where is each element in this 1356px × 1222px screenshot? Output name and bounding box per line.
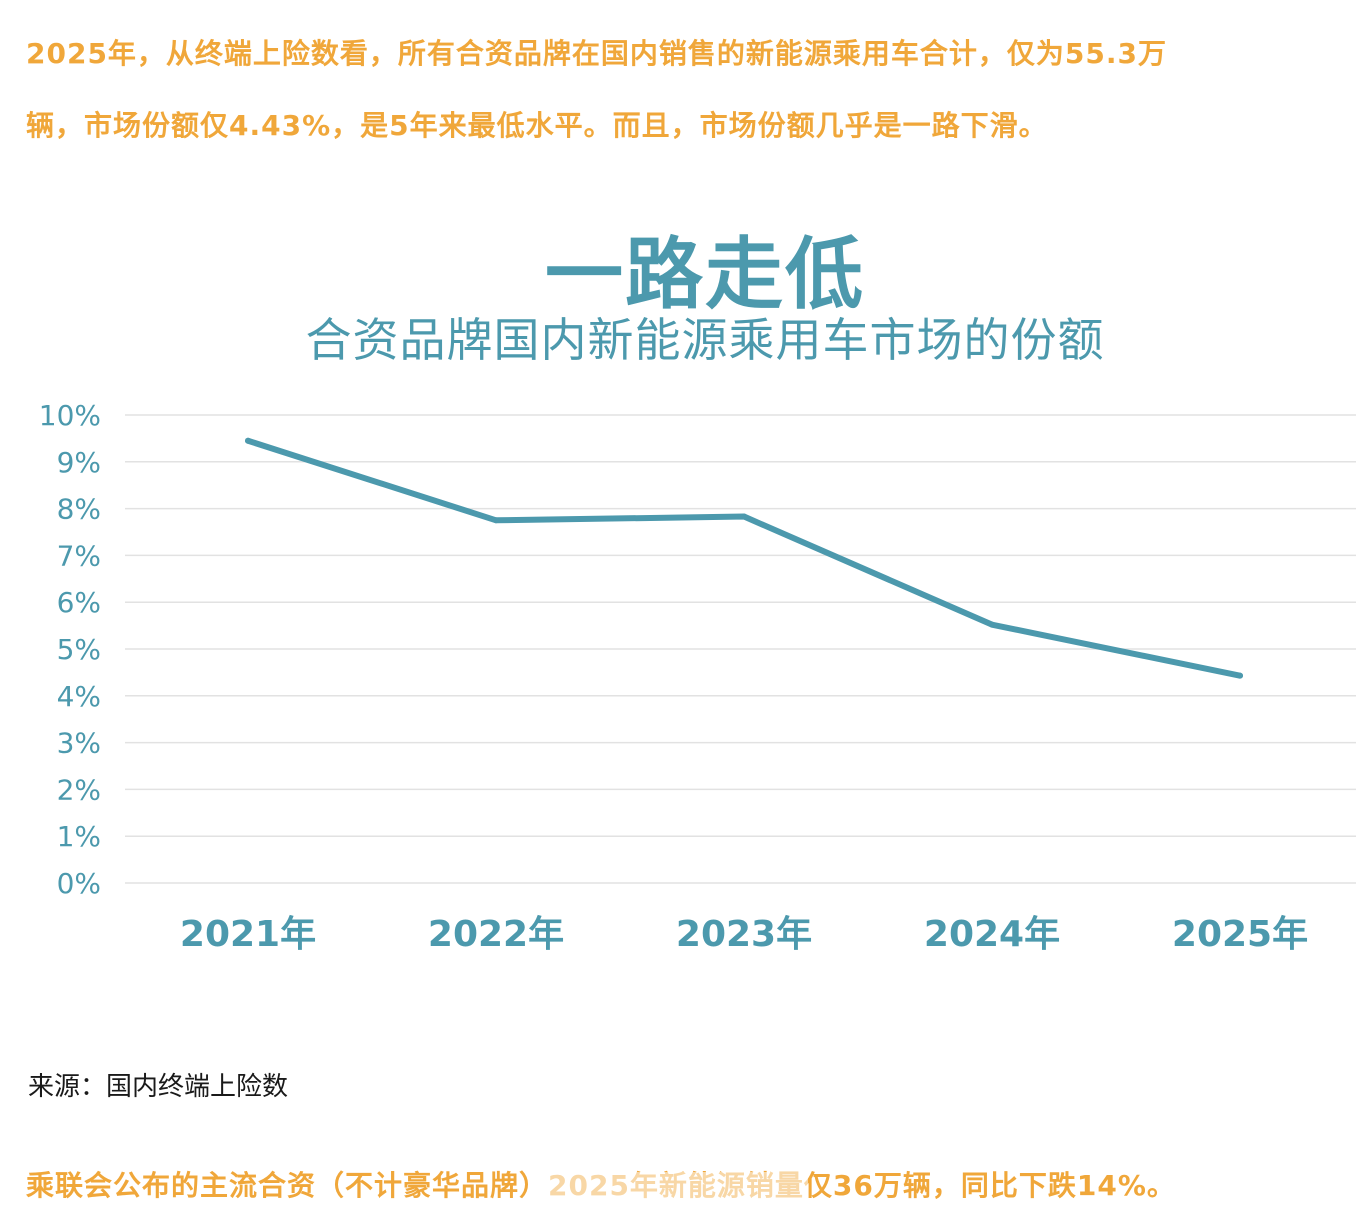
x-tick-label: 2025年 <box>1172 914 1308 955</box>
x-tick-label: 2021年 <box>180 914 316 955</box>
y-tick-label: 0% <box>57 867 101 900</box>
x-tick-label: 2023年 <box>676 914 812 955</box>
series-line-0 <box>245 437 1243 679</box>
y-tick-label: 2% <box>57 773 101 806</box>
data-point <box>245 437 251 444</box>
data-point <box>1237 672 1243 679</box>
source-note: 来源：国内终端上险数 <box>28 1072 289 1102</box>
data-point <box>493 517 499 524</box>
y-tick-label: 4% <box>57 680 101 713</box>
intro-text-line-2: 辆，市场份额仅4.43%，是5年来最低水平。而且，市场份额几乎是一路下滑。 <box>26 109 1048 142</box>
chart-subtitle: 合资品牌国内新能源乘用车市场的份额 <box>305 313 1105 367</box>
intro-text-line-1: 2025年，从终端上险数看，所有合资品牌在国内销售的新能源乘用车合计，仅为55.… <box>26 37 1168 70</box>
data-point <box>989 621 995 628</box>
x-tick-label: 2024年 <box>924 914 1060 955</box>
y-tick-label: 1% <box>57 820 101 853</box>
y-tick-label: 10% <box>39 399 101 432</box>
y-tick-label: 6% <box>57 586 101 619</box>
y-tick-label: 3% <box>57 727 101 760</box>
chart-title: 一路走低 <box>544 230 865 320</box>
chart-plot: 0% 1% 2% 3% 4% 5% 6% 7% 8% 9% 10% 2021年 2022年 2023年 20… <box>39 399 1356 955</box>
data-point <box>741 513 747 520</box>
watermark-overlay <box>548 1172 808 1212</box>
line-chart: 一路走低 合资品牌国内新能源乘用车市场的份额 0% 1% 2% 3% 4% 5% 6% 7% 8… <box>0 190 1356 990</box>
x-tick-label: 2022年 <box>428 914 564 955</box>
y-tick-label: 7% <box>57 539 101 572</box>
y-tick-label: 5% <box>57 633 101 666</box>
y-tick-label: 9% <box>57 446 101 479</box>
y-tick-label: 8% <box>57 493 101 526</box>
